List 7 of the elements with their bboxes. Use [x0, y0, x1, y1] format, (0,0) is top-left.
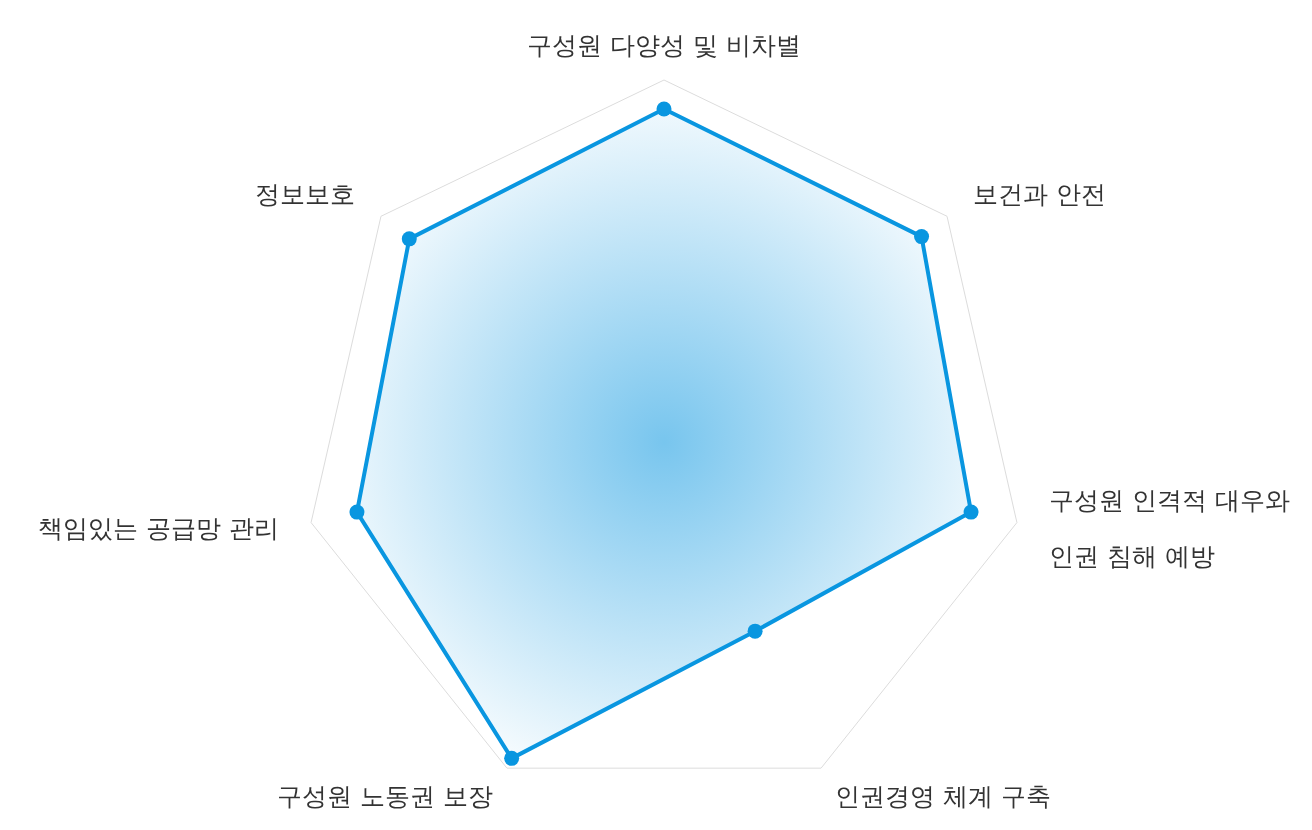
spoke-label: 정보보호 — [255, 179, 356, 209]
spoke-label: 인권경영 체계 구축 — [835, 781, 1052, 811]
spoke-label: 구성원 인격적 대우와 인권 침해 예방 — [1049, 485, 1290, 571]
spoke-label: 책임있는 공급망 관리 — [38, 513, 279, 543]
spoke-label: 구성원 노동권 보장 — [276, 781, 493, 811]
spoke-label: 구성원 다양성 및 비차별 — [527, 31, 801, 60]
spoke-label: 보건과 안전 — [972, 179, 1106, 209]
